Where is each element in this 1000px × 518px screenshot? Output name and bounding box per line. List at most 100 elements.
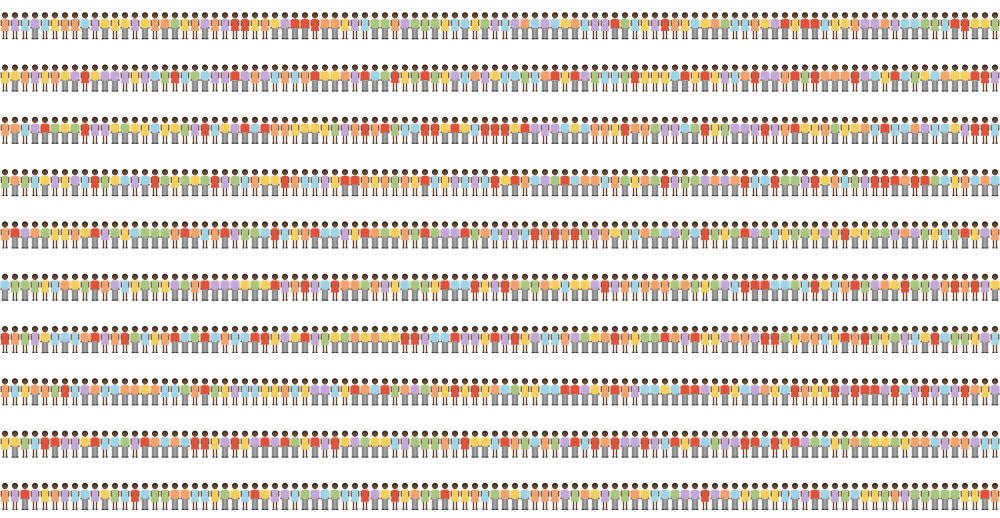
woman-figure [810, 116, 820, 144]
man-figure [550, 64, 560, 92]
man-figure [810, 12, 820, 40]
man-figure [710, 273, 720, 301]
man-figure [340, 64, 350, 92]
woman-figure [990, 482, 1000, 510]
man-figure [570, 326, 580, 354]
man-figure [680, 378, 690, 406]
woman-figure [530, 482, 540, 510]
man-figure [570, 430, 580, 458]
man-figure [160, 12, 170, 40]
woman-figure [170, 169, 180, 197]
man-figure [760, 482, 770, 510]
woman-figure [590, 64, 600, 92]
man-figure [500, 378, 510, 406]
woman-figure [920, 482, 930, 510]
woman-figure [590, 116, 600, 144]
woman-figure [270, 64, 280, 92]
woman-figure [690, 64, 700, 92]
woman-figure [140, 116, 150, 144]
man-figure [500, 482, 510, 510]
man-figure [750, 221, 760, 249]
woman-figure [290, 482, 300, 510]
man-figure [230, 116, 240, 144]
man-figure [170, 326, 180, 354]
woman-figure [500, 116, 510, 144]
woman-figure [80, 273, 90, 301]
man-figure [660, 378, 670, 406]
man-figure [120, 378, 130, 406]
woman-figure [0, 64, 10, 92]
woman-figure [780, 430, 790, 458]
woman-figure [730, 12, 740, 40]
man-figure [430, 12, 440, 40]
man-figure [230, 273, 240, 301]
man-figure [190, 221, 200, 249]
man-figure [430, 326, 440, 354]
man-figure [430, 221, 440, 249]
man-figure [320, 221, 330, 249]
woman-figure [660, 430, 670, 458]
woman-figure [960, 116, 970, 144]
man-figure [250, 273, 260, 301]
man-figure [300, 12, 310, 40]
woman-figure [220, 326, 230, 353]
woman-figure [970, 326, 980, 353]
woman-figure [150, 482, 160, 510]
woman-figure [450, 169, 460, 197]
man-figure [170, 273, 180, 301]
man-figure [650, 326, 660, 354]
man-figure [170, 430, 180, 458]
man-figure [960, 64, 970, 92]
man-figure [350, 273, 360, 301]
woman-figure [570, 221, 580, 249]
woman-figure [280, 116, 290, 144]
woman-figure [460, 169, 470, 197]
man-figure [270, 430, 280, 458]
woman-figure [730, 273, 740, 301]
woman-figure [310, 12, 320, 40]
woman-figure [290, 169, 300, 197]
man-figure [600, 326, 610, 354]
woman-figure [400, 221, 410, 249]
woman-figure [50, 221, 60, 249]
man-figure [570, 64, 580, 92]
man-figure [940, 169, 950, 197]
man-figure [730, 430, 740, 458]
woman-figure [700, 326, 710, 353]
man-figure [520, 482, 530, 510]
woman-figure [840, 430, 850, 458]
woman-figure [70, 430, 80, 458]
woman-figure [70, 221, 80, 249]
woman-figure [880, 482, 890, 510]
woman-figure [620, 326, 630, 353]
people-row [0, 326, 1000, 354]
man-figure [170, 12, 180, 40]
man-figure [780, 273, 790, 301]
woman-figure [670, 116, 680, 144]
man-figure [180, 378, 190, 406]
woman-figure [680, 169, 690, 197]
man-figure [370, 378, 380, 406]
man-figure [270, 169, 280, 197]
woman-figure [440, 378, 450, 406]
man-figure [840, 378, 850, 406]
man-figure [930, 430, 940, 458]
man-figure [550, 169, 560, 197]
man-figure [880, 116, 890, 144]
man-figure [450, 64, 460, 92]
woman-figure [650, 64, 660, 92]
woman-figure [280, 221, 290, 249]
man-figure [330, 64, 340, 92]
woman-figure [900, 273, 910, 301]
woman-figure [740, 12, 750, 40]
woman-figure [130, 12, 140, 40]
woman-figure [340, 482, 350, 510]
man-figure [650, 273, 660, 301]
man-figure [650, 116, 660, 144]
woman-figure [120, 64, 130, 92]
woman-figure [980, 64, 990, 92]
man-figure [960, 221, 970, 249]
woman-figure [800, 273, 810, 301]
man-figure [790, 116, 800, 144]
man-figure [150, 430, 160, 458]
